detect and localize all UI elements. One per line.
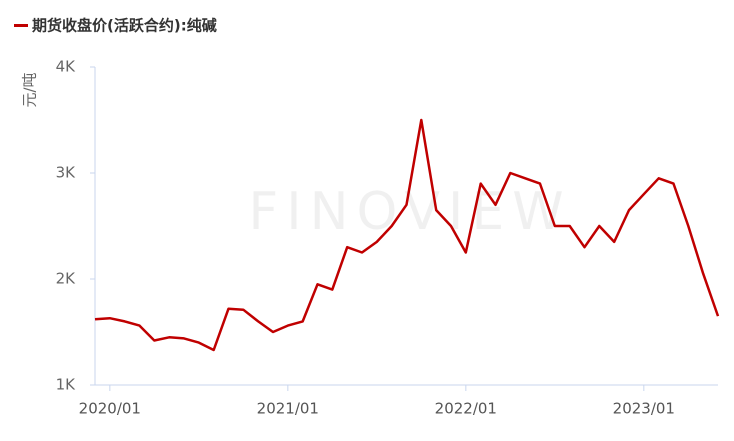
- legend-swatch: [14, 24, 28, 27]
- y-tick-label: 2K: [56, 270, 77, 288]
- y-tick-label: 3K: [56, 164, 77, 182]
- x-tick-label: 2023/01: [613, 400, 675, 418]
- y-axis-label: 元/吨: [21, 72, 39, 107]
- watermark: FINOVIEW: [248, 182, 571, 242]
- legend-label: 期货收盘价(活跃合约):纯碱: [32, 17, 217, 35]
- y-tick-label: 1K: [56, 376, 77, 394]
- series-line: [94, 118, 720, 352]
- x-tick-label: 2022/01: [435, 400, 497, 418]
- y-tick-label: 4K: [56, 58, 77, 76]
- x-tick-label: 2021/01: [257, 400, 319, 418]
- x-tick-label: 2020/01: [79, 400, 141, 418]
